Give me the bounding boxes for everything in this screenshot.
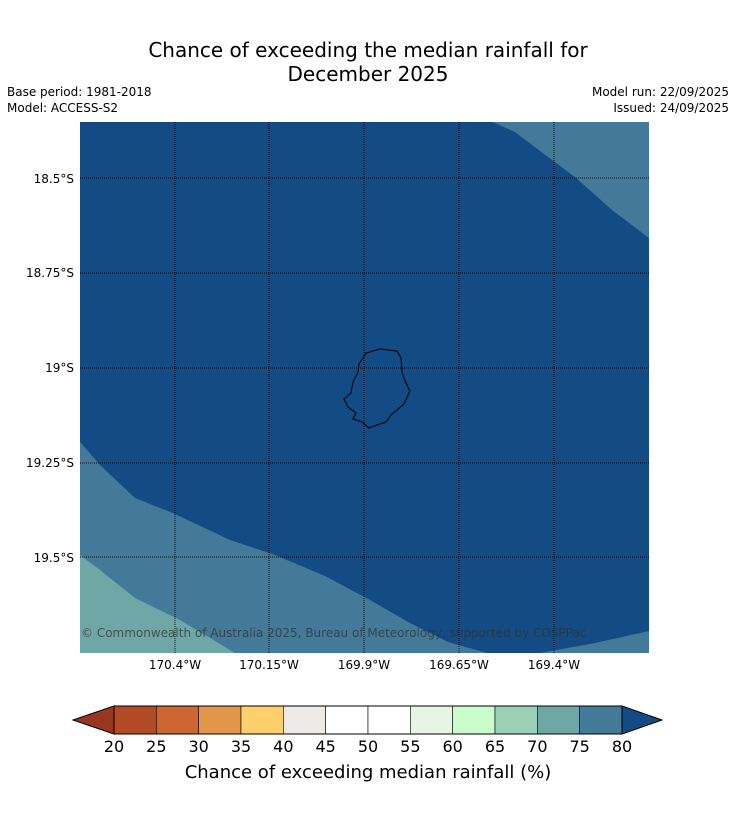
niue-island-outline [343,348,411,429]
colorbar-tick-label: 40 [273,737,293,756]
model-info: Base period: 1981-2018 Model: ACCESS-S2 [7,84,152,116]
colorbar-cell [367,705,411,735]
colorbar-cell [325,705,369,735]
issued-date: Issued: 24/09/2025 [613,101,729,115]
run-info: Model run: 22/09/2025 Issued: 24/09/2025 [592,84,729,116]
colorbar-cell [537,705,580,735]
colorbar-ticks: 20 25 30 35 40 45 50 55 60 65 70 75 80 [104,737,632,756]
colorbar-tick-label: 55 [400,737,420,756]
model-name: Model: ACCESS-S2 [7,101,119,115]
colorbar-tick-label: 65 [485,737,505,756]
region-75-80-south-west [80,442,649,653]
colorbar-cell [494,705,538,735]
region-70-75-south-west [80,555,235,653]
map-title-line-2: December 2025 [287,62,449,86]
map-title: Chance of exceeding the median rainfall … [0,38,736,86]
colorbar-cell [452,705,496,735]
lat-label: 18.75°S [26,266,74,280]
colorbar-cell [283,705,326,735]
colorbar-tick-label: 70 [527,737,547,756]
colorbar-cell [579,705,623,735]
colorbar-frame [113,705,623,735]
colorbar-tick-label: 45 [315,737,335,756]
colorbar-tick-label: 30 [188,737,208,756]
colorbar-cells [113,705,623,735]
lon-label: 169.65°W [429,658,489,672]
colorbar-tick-label: 25 [146,737,166,756]
colorbar-tick-label: 60 [442,737,462,756]
lon-label: 169.4°W [528,658,580,672]
colorbar-cell [240,705,284,735]
colorbar-cell [198,705,242,735]
lat-label: 19.5°S [34,551,74,565]
model-run-date: Model run: 22/09/2025 [591,85,729,99]
colorbar-over-arrow [621,705,664,735]
colorbar-title: Chance of exceeding median rainfall (%) [185,762,552,783]
colorbar-cell [410,705,453,735]
copyright-notice: © Commonwealth of Australia 2025, Bureau… [81,626,586,640]
base-period: Base period: 1981-2018 [7,85,152,99]
colorbar-under-arrow [71,705,115,735]
map-title-line-1: Chance of exceeding the median rainfall … [148,38,588,62]
colorbar-cell [113,705,157,735]
colorbar-tick-label: 35 [231,737,251,756]
colorbar-cell [156,705,199,735]
colorbar-tick-label: 50 [358,737,378,756]
lon-label: 170.15°W [239,658,299,672]
lat-label: 19°S [45,361,74,375]
colorbar-tick-label: 80 [612,737,632,756]
lon-label: 170.4°W [149,658,201,672]
map-area: © Commonwealth of Australia 2025, Bureau… [80,122,649,653]
longitude-labels: 170.4°W 170.15°W 169.9°W 169.65°W 169.4°… [149,658,580,672]
colorbar-tick-label: 75 [569,737,589,756]
latitude-labels: 18.5°S 18.75°S 19°S 19.25°S 19.5°S [26,172,74,565]
colorbar-tick-label: 20 [104,737,124,756]
lon-label: 169.9°W [338,658,390,672]
graticule [80,122,649,653]
colorbar: 20 25 30 35 40 45 50 55 60 65 70 75 80 Chance of exc… [71,705,664,783]
region-75-80-north-east [493,122,649,238]
lat-label: 19.25°S [26,456,74,470]
lat-label: 18.5°S [34,172,74,186]
